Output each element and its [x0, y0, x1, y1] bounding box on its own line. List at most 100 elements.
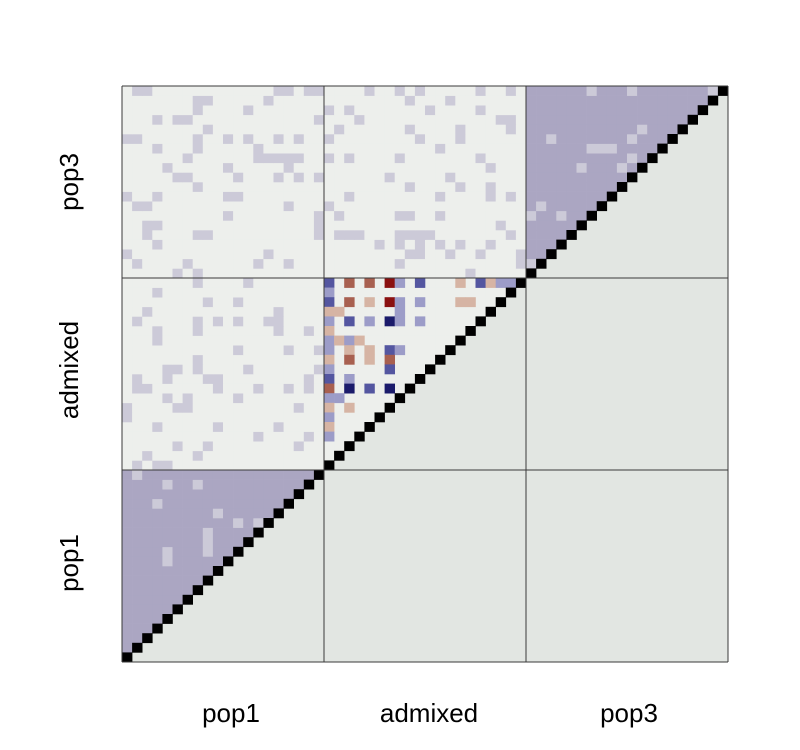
heatmap-cell	[172, 556, 183, 567]
heatmap-cell	[374, 316, 385, 327]
heatmap-cell	[556, 191, 567, 202]
heatmap-cell	[303, 278, 315, 288]
heatmap-cell	[152, 345, 163, 356]
heatmap-cell	[192, 402, 204, 413]
heatmap-cell	[192, 191, 204, 202]
heatmap-cell	[122, 364, 133, 375]
heatmap-cell	[172, 527, 183, 538]
heatmap-cell	[445, 95, 456, 106]
heatmap-cell	[223, 450, 234, 461]
heatmap-cell	[627, 153, 638, 164]
heatmap-cell	[475, 114, 486, 125]
heatmap-cell	[162, 143, 173, 154]
heatmap-cell	[223, 316, 234, 327]
admixed-cell	[344, 383, 355, 394]
heatmap-cell	[374, 172, 385, 183]
heatmap-cell	[162, 278, 173, 288]
heatmap-cell	[243, 278, 254, 288]
heatmap-cell	[142, 316, 153, 327]
heatmap-cell	[364, 153, 375, 164]
heatmap-cell	[404, 268, 416, 279]
heatmap-cell	[364, 374, 375, 384]
heatmap-cell	[455, 124, 466, 135]
heatmap-cell	[142, 566, 153, 576]
heatmap-cell	[637, 143, 648, 154]
heatmap-cell	[293, 162, 305, 173]
admixed-cell	[414, 297, 426, 308]
heatmap-cell	[334, 258, 345, 269]
heatmap-cell	[445, 220, 456, 231]
heatmap-cell	[253, 114, 264, 125]
heatmap-cell	[212, 508, 224, 519]
heatmap-cell	[263, 374, 274, 384]
diagonal-cell	[142, 633, 153, 644]
heatmap-cell	[223, 114, 234, 125]
heatmap-cell	[202, 143, 214, 154]
heatmap-cell	[435, 230, 446, 240]
admixed-cell	[364, 278, 375, 288]
heatmap-cell	[334, 153, 345, 164]
heatmap-cell	[536, 86, 547, 96]
heatmap-cell	[192, 287, 204, 298]
heatmap-cell	[404, 364, 416, 375]
heatmap-cell	[354, 153, 365, 164]
heatmap-cell	[172, 546, 183, 557]
heatmap-cell	[253, 402, 264, 413]
heatmap-cell	[142, 383, 153, 394]
heatmap-cell	[233, 431, 244, 442]
heatmap-cell	[273, 412, 284, 423]
heatmap-cell	[233, 287, 244, 298]
heatmap-cell	[142, 412, 153, 423]
heatmap-cell	[455, 306, 466, 317]
heatmap-cell	[596, 162, 608, 173]
heatmap-cell	[455, 287, 466, 298]
heatmap-cell	[435, 345, 446, 356]
heatmap-cell	[172, 278, 183, 288]
heatmap-cell	[182, 402, 193, 413]
heatmap-cell	[122, 278, 133, 288]
heatmap-cell	[152, 326, 163, 336]
heatmap-cell	[334, 278, 345, 288]
heatmap-cell	[303, 134, 315, 144]
heatmap-cell	[212, 134, 224, 144]
heatmap-cell	[495, 134, 507, 144]
heatmap-cell	[556, 182, 567, 192]
heatmap-cell	[202, 498, 214, 509]
heatmap-cell	[273, 153, 284, 164]
heatmap-cell	[152, 556, 163, 567]
admixed-cell	[394, 345, 406, 356]
heatmap-cell	[334, 354, 345, 365]
heatmap-cell	[334, 345, 345, 356]
heatmap-cell	[192, 268, 204, 279]
heatmap-cell	[354, 191, 365, 202]
heatmap-cell	[142, 604, 153, 615]
heatmap-cell	[414, 124, 426, 135]
heatmap-cell	[142, 479, 153, 490]
heatmap-cell	[364, 210, 375, 221]
heatmap-cell	[162, 306, 173, 317]
heatmap-cell	[233, 182, 244, 192]
heatmap-cell	[485, 124, 496, 135]
heatmap-cell	[293, 326, 305, 336]
heatmap-cell	[223, 422, 234, 432]
heatmap-cell	[212, 86, 224, 96]
heatmap-cell	[152, 374, 163, 384]
admixed-cell	[364, 383, 375, 394]
heatmap-cell	[202, 364, 214, 375]
heatmap-cell	[515, 239, 527, 250]
heatmap-cell	[122, 268, 133, 279]
heatmap-cell	[505, 162, 517, 173]
heatmap-cell	[253, 278, 264, 288]
heatmap-cell	[122, 460, 133, 471]
heatmap-cell	[414, 364, 426, 375]
heatmap-cell	[283, 258, 294, 269]
heatmap-cell	[465, 172, 476, 183]
heatmap-cell	[546, 124, 557, 135]
heatmap-cell	[263, 124, 274, 135]
heatmap-cell	[526, 191, 537, 202]
admixed-cell	[384, 354, 395, 365]
heatmap-cell	[505, 201, 517, 212]
heatmap-cell	[202, 441, 214, 452]
heatmap-cell	[435, 162, 446, 173]
heatmap-cell	[152, 422, 163, 432]
